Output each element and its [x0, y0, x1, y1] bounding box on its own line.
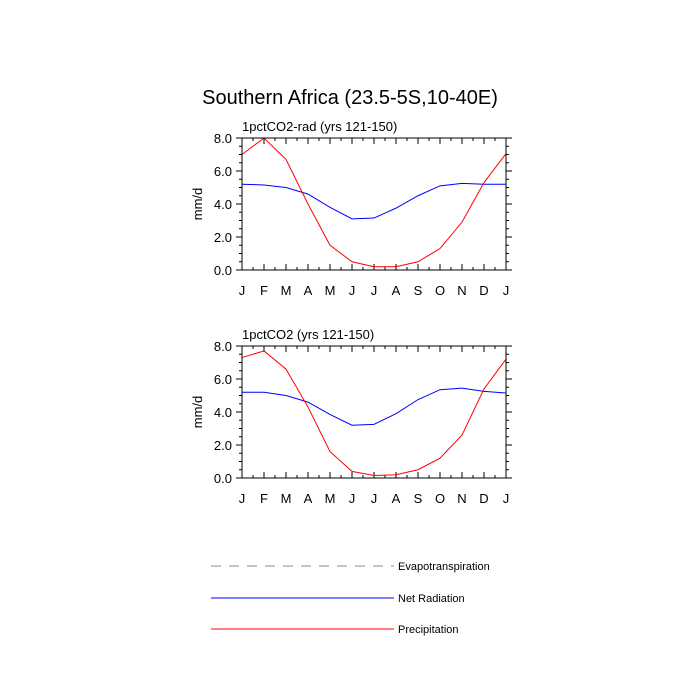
x-tick-label: F: [260, 283, 268, 298]
legend-item: Precipitation: [211, 624, 459, 636]
x-tick-label: J: [349, 283, 356, 298]
y-axis-label: mm/d: [190, 188, 205, 221]
series-line-net-radiation: [241, 182, 506, 220]
chart-panels: 1pctCO2-rad (yrs 121-150)mm/dJ F M A M J J A S O N…: [190, 119, 512, 506]
y-tick-label: 6.0: [214, 372, 232, 387]
x-tick-label: M: [325, 491, 336, 506]
panel-title: 1pctCO2 (yrs 121-150): [242, 327, 374, 342]
plot-frame: [241, 137, 507, 271]
x-tick-label: A: [392, 283, 401, 298]
plot-frame: [241, 345, 507, 479]
legend: Evapotranspiration Net Radiation Precipita…: [211, 561, 490, 636]
y-tick-label: 6.0: [214, 164, 232, 179]
x-tick-label: J: [371, 491, 378, 506]
legend-item: Evapotranspiration: [211, 561, 490, 573]
chart-panel-1: 1pctCO2-rad (yrs 121-150)mm/dJ F M A M J J A S O N…: [190, 119, 512, 298]
y-tick-label: 2.0: [214, 230, 232, 245]
y-tick-label: 0.0: [214, 471, 232, 486]
series-line-precipitation: [241, 137, 507, 268]
x-tick-label: M: [281, 491, 292, 506]
x-tick-label: N: [457, 283, 466, 298]
x-tick-label: O: [435, 283, 445, 298]
x-tick-label: A: [392, 491, 401, 506]
x-tick-label: S: [414, 491, 423, 506]
x-tick-label: O: [435, 491, 445, 506]
chart-panel-2: 1pctCO2 (yrs 121-150)mm/dJ F M A M J J A S O N D J0.…: [190, 327, 512, 506]
y-tick-label: 0.0: [214, 263, 232, 278]
panel-title: 1pctCO2-rad (yrs 121-150): [242, 119, 397, 134]
x-tick-label: A: [304, 491, 313, 506]
x-tick-label: J: [503, 283, 510, 298]
x-tick-label: J: [503, 491, 510, 506]
x-tick-label: D: [479, 283, 488, 298]
x-tick-label: J: [349, 491, 356, 506]
legend-label: Evapotranspiration: [398, 561, 490, 573]
series-line-precipitation: [241, 350, 507, 477]
x-tick-label: D: [479, 491, 488, 506]
y-tick-label: 4.0: [214, 197, 232, 212]
y-tick-label: 4.0: [214, 405, 232, 420]
series-line-net-radiation: [242, 387, 507, 426]
x-tick-label: S: [414, 283, 423, 298]
x-tick-label: J: [239, 283, 246, 298]
x-tick-label: N: [457, 491, 466, 506]
x-tick-label: A: [304, 283, 313, 298]
y-tick-label: 2.0: [214, 438, 232, 453]
y-axis-label: mm/d: [190, 396, 205, 429]
x-tick-label: J: [371, 283, 378, 298]
y-tick-label: 8.0: [214, 131, 232, 146]
x-tick-label: F: [260, 491, 268, 506]
legend-label: Net Radiation: [398, 593, 465, 605]
x-tick-label: M: [281, 283, 292, 298]
x-tick-label: M: [325, 283, 336, 298]
figure-title: Southern Africa (23.5-5S,10-40E): [202, 87, 498, 109]
legend-label: Precipitation: [398, 624, 459, 636]
y-tick-label: 8.0: [214, 339, 232, 354]
legend-item: Net Radiation: [211, 593, 465, 605]
x-tick-label: J: [239, 491, 246, 506]
